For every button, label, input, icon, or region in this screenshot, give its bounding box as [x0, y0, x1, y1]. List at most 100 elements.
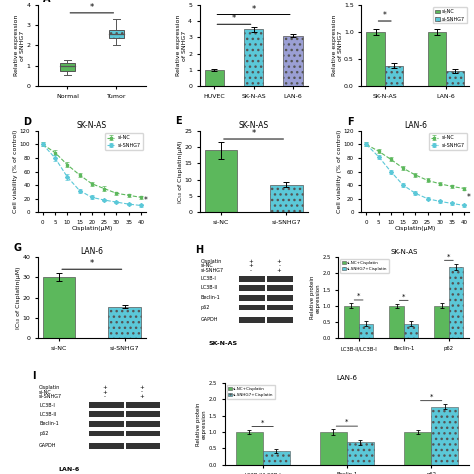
- Legend: si-NC+Cisplatin, si-SNHG7+Cisplatin: si-NC+Cisplatin, si-SNHG7+Cisplatin: [227, 385, 275, 399]
- Bar: [263, 451, 290, 465]
- Bar: [108, 307, 141, 338]
- Text: -: -: [104, 394, 106, 400]
- Text: -: -: [141, 390, 143, 394]
- Text: LAN-6: LAN-6: [58, 467, 79, 472]
- Y-axis label: IC₅₀ of Cisplatin(μM): IC₅₀ of Cisplatin(μM): [16, 266, 21, 329]
- Bar: [359, 324, 373, 338]
- FancyBboxPatch shape: [239, 295, 265, 301]
- Text: Cisplatin: Cisplatin: [39, 385, 60, 390]
- FancyBboxPatch shape: [239, 276, 265, 282]
- Bar: [283, 36, 302, 86]
- Text: *: *: [90, 259, 94, 268]
- Legend: si-NC+Cisplatin, si-SNHG7+Cisplatin: si-NC+Cisplatin, si-SNHG7+Cisplatin: [340, 259, 389, 273]
- Text: *: *: [402, 293, 405, 299]
- Text: *: *: [345, 419, 348, 425]
- FancyBboxPatch shape: [126, 431, 160, 437]
- Bar: [244, 29, 264, 86]
- Bar: [428, 32, 446, 86]
- Text: F: F: [346, 118, 353, 128]
- Bar: [43, 277, 75, 338]
- Text: +: +: [277, 259, 282, 264]
- FancyBboxPatch shape: [267, 295, 293, 301]
- FancyBboxPatch shape: [239, 317, 265, 322]
- Text: *: *: [261, 419, 264, 426]
- Text: GAPDH: GAPDH: [39, 443, 57, 448]
- Text: Beclin-1: Beclin-1: [201, 295, 220, 300]
- Y-axis label: Relative expression
of SNHG7: Relative expression of SNHG7: [14, 15, 25, 76]
- Text: *: *: [357, 293, 360, 299]
- Y-axis label: Relative protein
expression: Relative protein expression: [196, 402, 207, 446]
- X-axis label: Cisplatin(μM): Cisplatin(μM): [71, 226, 112, 231]
- Text: *: *: [232, 14, 236, 23]
- Text: D: D: [23, 118, 31, 128]
- FancyBboxPatch shape: [126, 402, 160, 408]
- Bar: [205, 150, 237, 212]
- Text: p62: p62: [201, 305, 210, 310]
- Bar: [389, 306, 404, 338]
- Bar: [404, 324, 418, 338]
- Text: *: *: [383, 11, 387, 20]
- Title: LAN-6: LAN-6: [337, 375, 357, 382]
- FancyBboxPatch shape: [267, 276, 293, 282]
- FancyBboxPatch shape: [126, 421, 160, 427]
- Y-axis label: Relative expression
of SNHG7: Relative expression of SNHG7: [332, 15, 343, 76]
- Text: si-NC: si-NC: [201, 264, 213, 268]
- Legend: si-NC, si-SNHG7: si-NC, si-SNHG7: [105, 133, 143, 150]
- Text: p62: p62: [39, 431, 48, 436]
- Text: GAPDH: GAPDH: [201, 317, 218, 322]
- FancyBboxPatch shape: [267, 317, 293, 322]
- FancyBboxPatch shape: [89, 443, 124, 449]
- Bar: [435, 306, 449, 338]
- Text: +: +: [139, 385, 144, 390]
- FancyBboxPatch shape: [126, 443, 160, 449]
- Bar: [236, 432, 263, 465]
- Text: E: E: [175, 116, 182, 127]
- Text: *: *: [252, 5, 255, 14]
- Title: SK-N-AS: SK-N-AS: [77, 121, 107, 130]
- Bar: [385, 65, 403, 86]
- Text: A: A: [43, 0, 50, 4]
- Text: I: I: [32, 371, 35, 381]
- Text: -: -: [250, 268, 252, 273]
- Text: si-SNHG7: si-SNHG7: [39, 394, 62, 400]
- Text: si-NC: si-NC: [39, 390, 52, 394]
- Text: *: *: [444, 11, 448, 20]
- Text: +: +: [249, 264, 254, 268]
- Bar: [60, 63, 75, 71]
- FancyBboxPatch shape: [239, 305, 265, 310]
- Bar: [344, 306, 359, 338]
- Text: +: +: [103, 385, 108, 390]
- X-axis label: Cisplatin(μM): Cisplatin(μM): [395, 226, 436, 231]
- Text: +: +: [103, 390, 108, 394]
- Text: LC3B-I: LC3B-I: [39, 402, 55, 408]
- Bar: [270, 184, 302, 212]
- Bar: [449, 267, 463, 338]
- Text: *: *: [467, 193, 471, 202]
- Title: SK-N-AS: SK-N-AS: [238, 121, 269, 130]
- Text: *: *: [252, 129, 255, 138]
- Y-axis label: IC₅₀ of Cisplatin(μM): IC₅₀ of Cisplatin(μM): [178, 140, 183, 203]
- Text: Cisplatin: Cisplatin: [201, 259, 222, 264]
- FancyBboxPatch shape: [89, 411, 124, 417]
- Bar: [347, 442, 374, 465]
- Y-axis label: Cell viability (% of control): Cell viability (% of control): [13, 130, 18, 213]
- Text: si-SNHG7: si-SNHG7: [201, 268, 224, 273]
- Title: LAN-6: LAN-6: [404, 121, 427, 130]
- Text: H: H: [195, 245, 203, 255]
- Bar: [431, 407, 458, 465]
- Text: Beclin-1: Beclin-1: [39, 421, 59, 426]
- Legend: si-NC, si-SNHG7: si-NC, si-SNHG7: [434, 7, 467, 24]
- Text: SK-N-AS: SK-N-AS: [209, 341, 237, 346]
- FancyBboxPatch shape: [89, 431, 124, 437]
- Text: *: *: [447, 253, 451, 259]
- Text: LC3B-II: LC3B-II: [201, 285, 218, 291]
- Title: LAN-6: LAN-6: [80, 247, 103, 256]
- Bar: [320, 432, 347, 465]
- Text: -: -: [278, 264, 280, 268]
- FancyBboxPatch shape: [267, 305, 293, 310]
- Y-axis label: Cell viability (% of control): Cell viability (% of control): [337, 130, 342, 213]
- FancyBboxPatch shape: [89, 421, 124, 427]
- Bar: [404, 432, 431, 465]
- Text: +: +: [249, 259, 254, 264]
- Text: LC3B-II: LC3B-II: [39, 411, 56, 417]
